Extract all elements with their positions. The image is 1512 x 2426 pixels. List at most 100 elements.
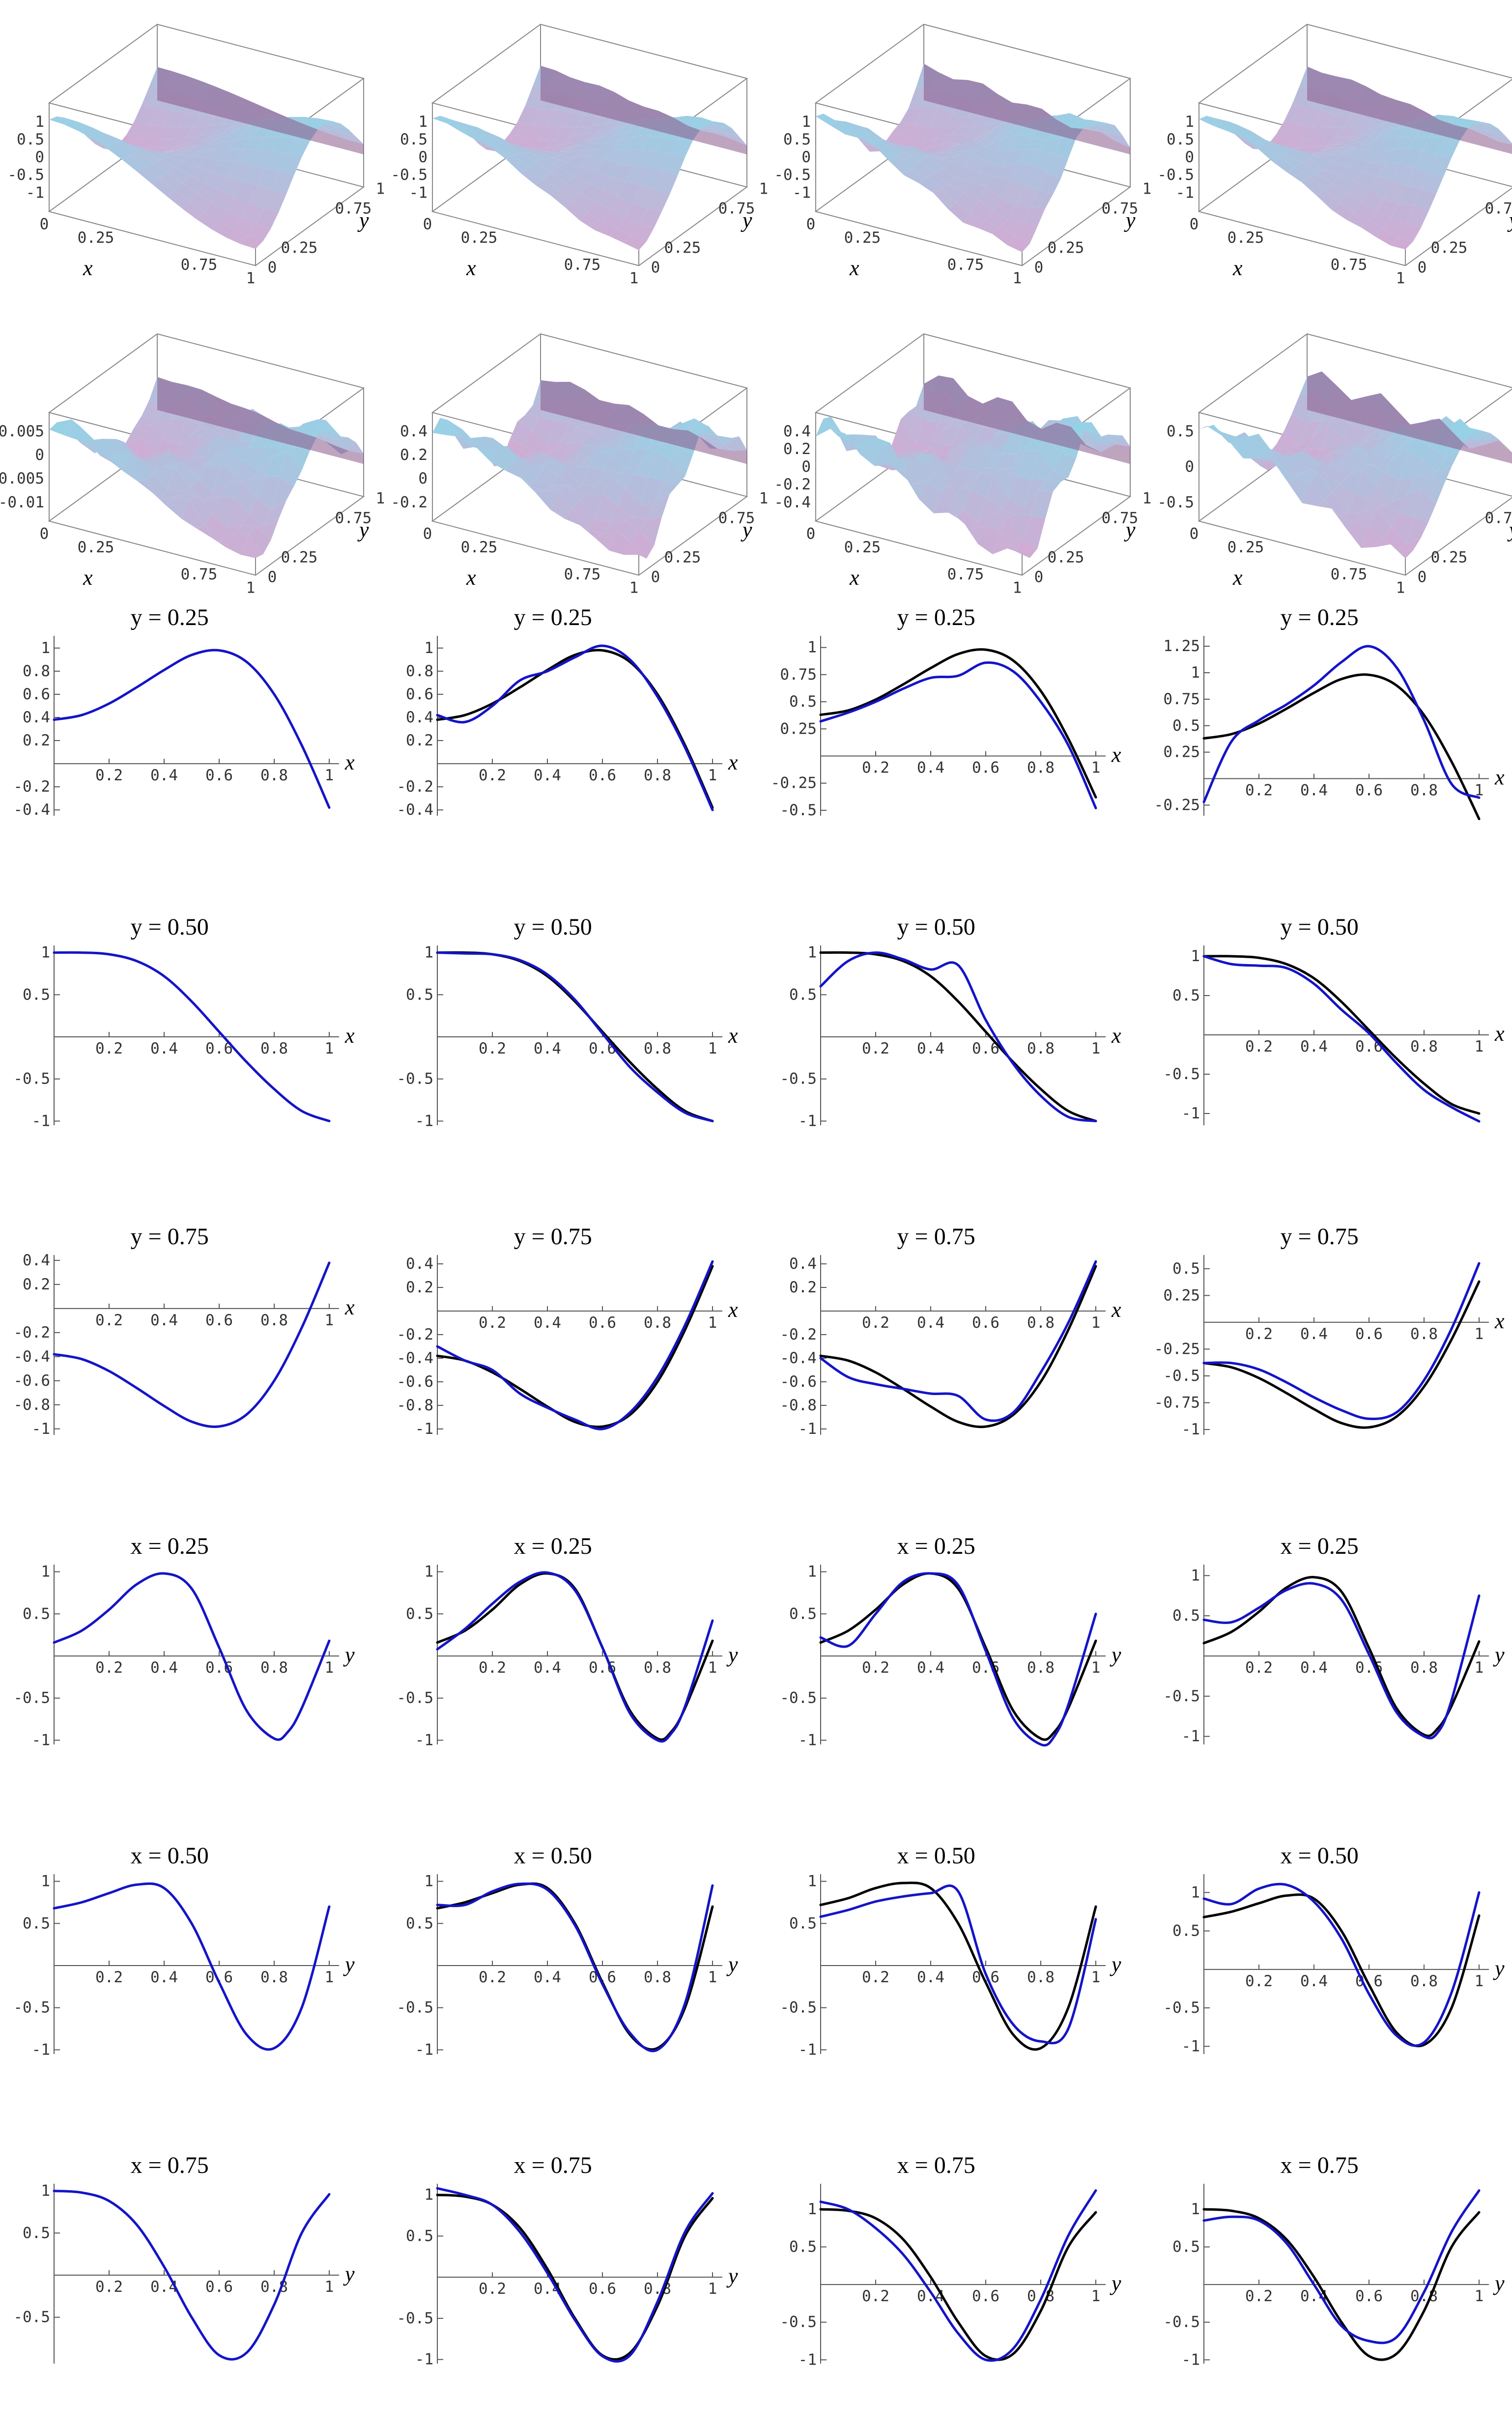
x-tick-label: 0.4 — [1300, 782, 1328, 799]
surface-facet — [236, 128, 258, 140]
surface-facet — [626, 136, 649, 150]
y-tick-label: 0.25 — [780, 720, 817, 738]
y-tick-label: -0.5 — [1163, 1999, 1200, 2017]
y-tick-label: -1 — [415, 2041, 433, 2058]
panel-title: y = 0.50 — [514, 914, 592, 940]
surface-facet — [640, 167, 663, 190]
x-axis-variable: y — [343, 1952, 355, 1976]
surface-facet — [212, 160, 235, 177]
approx-curve — [1202, 645, 1481, 803]
z-tick-label: -0.5 — [1157, 493, 1194, 511]
surface-facet — [440, 418, 463, 429]
surface-facet — [516, 137, 540, 149]
x-tick-label: 0.6 — [1355, 782, 1383, 799]
surface-facet — [1317, 190, 1340, 210]
approx-curve — [819, 2189, 1097, 2362]
surface-facet — [942, 479, 965, 488]
surface-facet — [1383, 218, 1406, 238]
panel-title: x = 0.25 — [897, 1533, 975, 1559]
surface-facet — [1001, 499, 1024, 515]
x-tick-label: 0.6 — [972, 759, 999, 777]
x-axis-variable: y — [1493, 1643, 1505, 1667]
surface-facet — [1407, 437, 1430, 461]
surface-facet — [219, 525, 242, 542]
surface-facet — [860, 440, 883, 466]
surface-facet — [1265, 453, 1288, 474]
surface-facet — [1391, 238, 1413, 250]
x-tick-label: 1 — [325, 1040, 334, 1057]
surface-facet — [979, 468, 1002, 475]
x-tick-label: 0 — [423, 216, 432, 233]
surface-facet — [1280, 152, 1303, 168]
x-tick-label: 1 — [1091, 1969, 1101, 1986]
surface-facet — [1356, 136, 1379, 147]
surface-facet — [1273, 158, 1295, 173]
surface-facet — [226, 229, 249, 244]
y-tick-label: -0.5 — [397, 1689, 433, 1707]
surface-facet — [1340, 167, 1363, 181]
surface-facet — [174, 490, 198, 500]
surface-facet — [1483, 123, 1506, 137]
surface-facet — [161, 151, 184, 154]
surface-facet — [539, 440, 562, 454]
surface-facet — [163, 418, 186, 447]
approx-curve — [53, 2190, 331, 2361]
surface-facet — [575, 445, 598, 461]
x-tick-label: 0.4 — [1300, 1972, 1328, 1990]
surface-facet — [220, 481, 242, 498]
y-tick-label: 1 — [807, 1873, 817, 1890]
surface-facet — [198, 465, 221, 491]
surface-facet — [1317, 471, 1341, 493]
surface-facet — [1001, 181, 1024, 207]
surface-facet — [978, 221, 1000, 234]
surface-facet — [1384, 181, 1407, 204]
surface-facet — [130, 454, 153, 481]
surface-facet — [919, 177, 941, 194]
surface-facet — [529, 151, 552, 159]
surface-facet — [986, 177, 1009, 198]
x-tick-label: 0.4 — [1300, 1659, 1328, 1677]
line-panel: y = 0.25 x 1.25 1 0.75 0.5 0.25 -0.25 0.2 0.4 0.6 0… — [1154, 604, 1505, 820]
surface-facet — [521, 460, 544, 480]
surface-facet — [926, 173, 949, 188]
panel-title: y = 0.25 — [514, 604, 592, 630]
surface-facet — [1437, 451, 1459, 472]
surface-facet — [1475, 120, 1498, 129]
surface-facet — [1000, 516, 1023, 551]
surface-facet — [602, 520, 625, 534]
x-tick-label: 0.6 — [205, 1312, 233, 1329]
surface-facet — [1391, 512, 1414, 545]
surface-facet — [1280, 470, 1303, 477]
surface-facet — [1046, 154, 1069, 179]
surface-facet — [1333, 467, 1356, 483]
x-tick-label: 0.4 — [534, 1659, 561, 1677]
surface-facet — [685, 119, 709, 130]
surface-facet — [227, 473, 250, 483]
surface-facet — [506, 155, 529, 173]
surface-facet — [575, 139, 598, 147]
x-tick-label: 1 — [708, 2280, 717, 2298]
surface-facet — [883, 139, 906, 149]
y-tick-label: 0.5 — [789, 1605, 817, 1623]
surface-facet — [565, 508, 588, 530]
surface-facet — [624, 235, 647, 251]
surface-facet — [477, 136, 499, 148]
surface-facet — [432, 418, 455, 435]
surface-facet — [566, 157, 589, 167]
surface-facet — [624, 543, 647, 559]
surface-facet — [287, 447, 310, 471]
x-tick-label: 0.8 — [1027, 1040, 1055, 1057]
y-tick-label: 1 — [424, 639, 433, 657]
surface-facet — [1295, 163, 1318, 177]
surface-facet — [830, 428, 853, 445]
surface-facet — [830, 122, 853, 135]
surface-facet — [875, 447, 897, 471]
y-tick-label: 1 — [376, 180, 385, 198]
exact-curve — [1202, 1893, 1481, 2048]
surface-facet — [957, 148, 980, 155]
surface-facet — [625, 517, 648, 531]
y-tick-label: -1 — [32, 1731, 50, 1749]
z-tick-label: -0.5 — [774, 166, 811, 184]
x-axis-label: x — [849, 566, 859, 590]
